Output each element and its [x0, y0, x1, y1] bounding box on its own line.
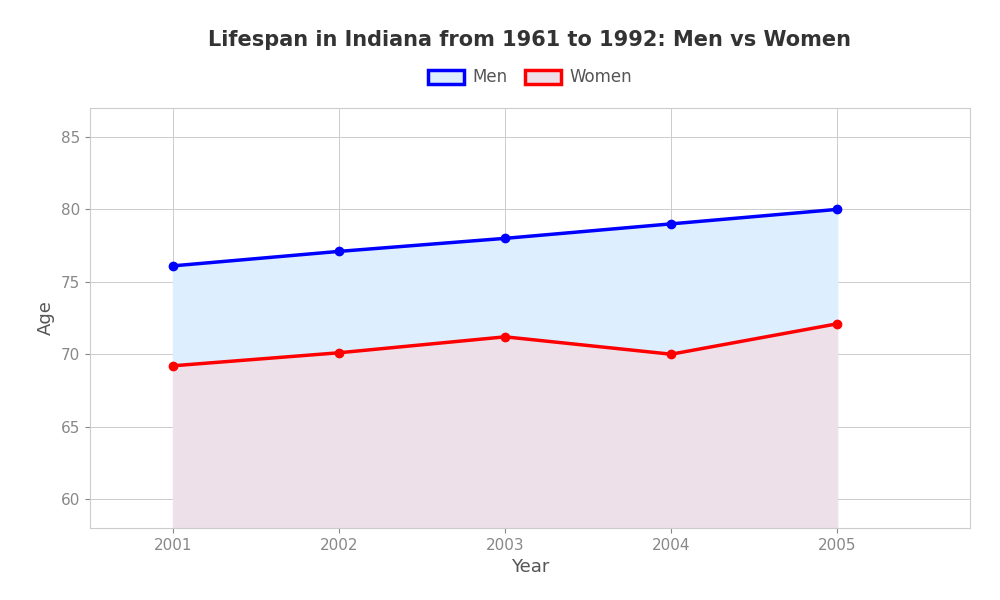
Title: Lifespan in Indiana from 1961 to 1992: Men vs Women: Lifespan in Indiana from 1961 to 1992: M…: [208, 29, 852, 49]
Legend: Men, Women: Men, Women: [421, 62, 639, 93]
Y-axis label: Age: Age: [37, 301, 55, 335]
X-axis label: Year: Year: [511, 558, 549, 576]
